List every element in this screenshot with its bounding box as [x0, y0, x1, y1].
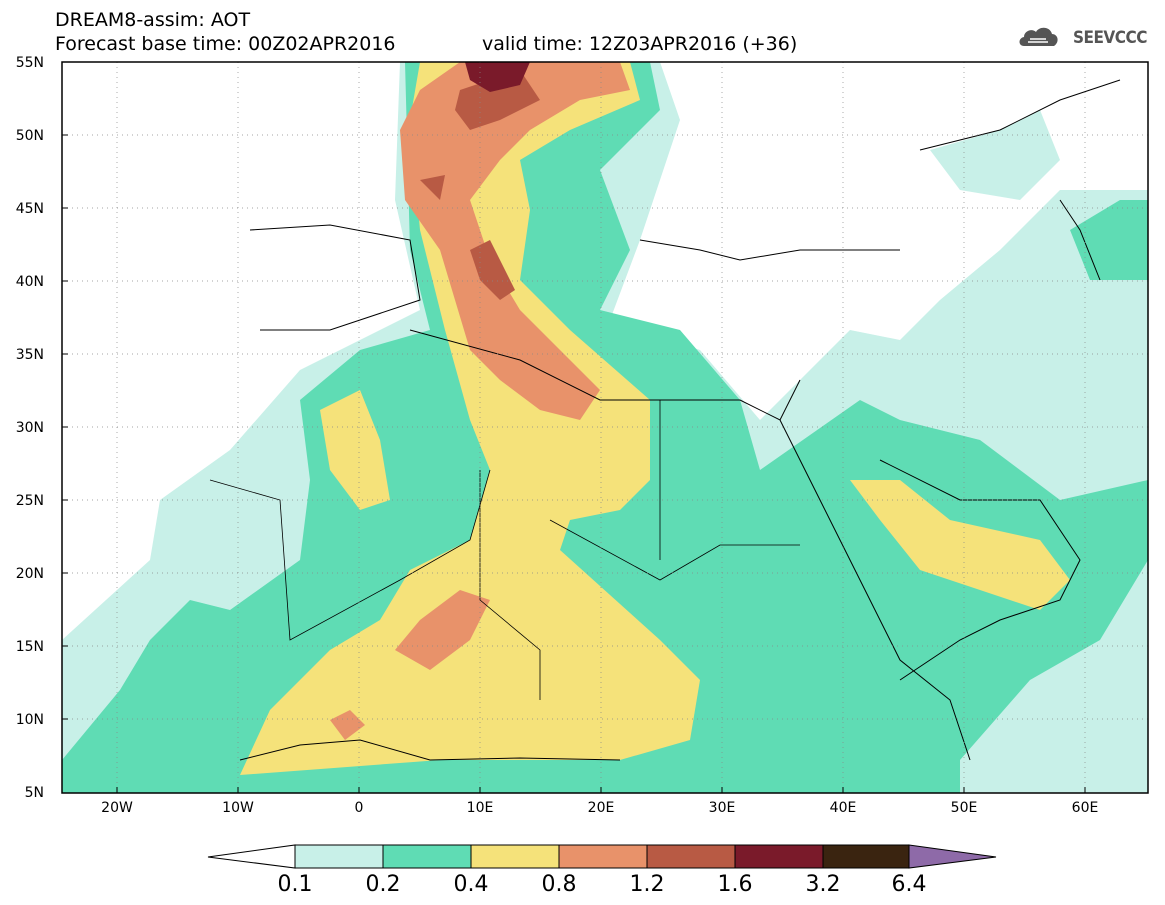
lon-label: 0 [354, 800, 364, 816]
cloud-icon [1019, 27, 1058, 46]
lat-label: 35N [15, 347, 44, 363]
lat-label: 30N [15, 420, 44, 436]
colorbar-low-arrow [207, 844, 296, 869]
lat-label: 45N [15, 201, 44, 217]
aot-0.2-field [1070, 200, 1148, 280]
colorbar-label: 3.2 [805, 872, 841, 897]
aot-1.2-field [420, 175, 445, 200]
colorbar-swatch [646, 844, 736, 869]
lon-label: 40E [829, 800, 857, 816]
colorbar-high-arrow [908, 844, 997, 869]
lat-label: 20N [15, 566, 44, 582]
colorbar-label: 0.8 [541, 872, 577, 897]
lon-label: 20W [101, 800, 133, 816]
seevccc-logo: SEEVCCC [1073, 28, 1147, 48]
colorbar-swatch [470, 844, 560, 869]
lat-label: 40N [15, 274, 44, 290]
colorbar [207, 844, 997, 869]
lat-label: 55N [15, 55, 44, 71]
lat-label: 25N [15, 493, 44, 509]
colorbar-swatch [294, 844, 384, 869]
colorbar-label: 1.6 [717, 872, 753, 897]
colorbar-swatch [382, 844, 472, 869]
borders [209, 400, 800, 700]
aot-0.8-field [395, 590, 490, 670]
colorbar-label: 1.2 [629, 872, 665, 897]
colorbar-label: 0.1 [277, 872, 313, 897]
aot-0.4-field [850, 480, 1070, 610]
lon-label: 20E [587, 800, 615, 816]
colorbar-label: 0.4 [453, 872, 489, 897]
lon-label: 30E [708, 800, 736, 816]
lon-label: 50E [950, 800, 978, 816]
aot-1.6-field [465, 62, 530, 92]
lon-label: 60E [1071, 800, 1099, 816]
lat-label: 15N [15, 639, 44, 655]
colorbar-label: 6.4 [891, 872, 927, 897]
aot-0.8-field [400, 62, 630, 420]
lon-label: 10E [466, 800, 494, 816]
colorbar-swatch [558, 844, 648, 869]
valid-time: valid time: 12Z03APR2016 (+36) [482, 33, 798, 55]
aot-0.8-field [330, 710, 365, 740]
forecast-base-time: Forecast base time: 00Z02APR2016 [55, 33, 396, 55]
colorbar-swatch [734, 844, 824, 869]
aot-0.4-field [240, 62, 700, 775]
map-title: DREAM8-assim: AOT [55, 9, 251, 31]
lon-label: 10W [222, 800, 254, 816]
lat-label: 50N [15, 128, 44, 144]
colorbar-swatch [822, 844, 910, 869]
aot-0.1-field [930, 110, 1060, 200]
aot-0.4-field [320, 390, 390, 510]
lat-label: 10N [15, 712, 44, 728]
lat-label: 5N [24, 785, 44, 801]
colorbar-label: 0.2 [365, 872, 401, 897]
aot-1.2-field [470, 240, 515, 300]
